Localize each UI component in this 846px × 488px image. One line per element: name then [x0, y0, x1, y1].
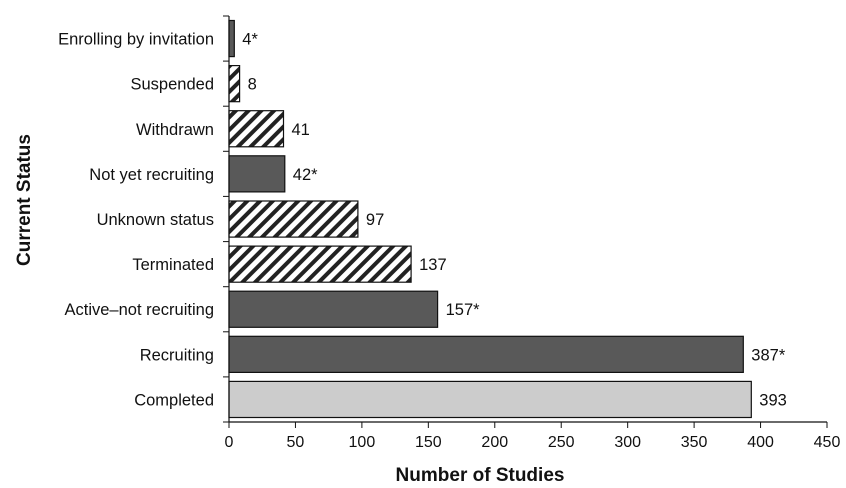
y-axis-title: Current Status: [14, 134, 35, 266]
bar-value-label: 42*: [293, 166, 318, 184]
bar-value-label: 97: [366, 211, 384, 229]
x-tick-label: 250: [548, 434, 575, 451]
x-tick-label: 350: [681, 434, 708, 451]
category-label: Completed: [134, 391, 214, 409]
category-label: Terminated: [132, 256, 214, 274]
x-axis-title: Number of Studies: [396, 465, 565, 486]
x-tick-label: 50: [287, 434, 305, 451]
category-label: Enrolling by invitation: [58, 31, 214, 49]
category-label: Suspended: [131, 76, 215, 94]
x-tick-label: 200: [481, 434, 508, 451]
bar-value-label: 8: [248, 76, 257, 94]
bar: [228, 200, 359, 238]
x-tick-label: 400: [747, 434, 774, 451]
category-label: Recruiting: [140, 346, 214, 364]
bar-value-label: 393: [759, 391, 787, 409]
bar: [228, 335, 744, 373]
bar-value-label: 137: [419, 256, 447, 274]
bar: [228, 64, 241, 103]
bar: [228, 380, 752, 419]
category-label: Withdrawn: [136, 121, 214, 139]
bar-value-label: 157*: [446, 301, 481, 319]
category-label: Active–not recruiting: [65, 301, 215, 319]
category-label: Not yet recruiting: [89, 166, 214, 184]
x-tick-label: 300: [614, 434, 641, 451]
bar: [228, 19, 235, 58]
bar: [228, 245, 412, 283]
axes-layer: Enrolling by invitation Suspended Withdraw…: [58, 15, 841, 451]
bars-layer: 4* 8 41 42* 97 137 157* 387* 393: [228, 19, 787, 419]
bar-value-label: 387*: [751, 346, 786, 364]
x-tick-label: 450: [814, 434, 841, 451]
x-tick-label: 0: [225, 434, 234, 451]
category-label: Unknown status: [97, 211, 214, 229]
bar: [228, 290, 439, 328]
bar-value-label: 4*: [242, 31, 258, 49]
bar: [228, 155, 286, 193]
x-tick-label: 150: [415, 434, 442, 451]
bar-value-label: 41: [292, 121, 310, 139]
x-tick-label: 100: [349, 434, 376, 451]
bar: [228, 110, 285, 148]
